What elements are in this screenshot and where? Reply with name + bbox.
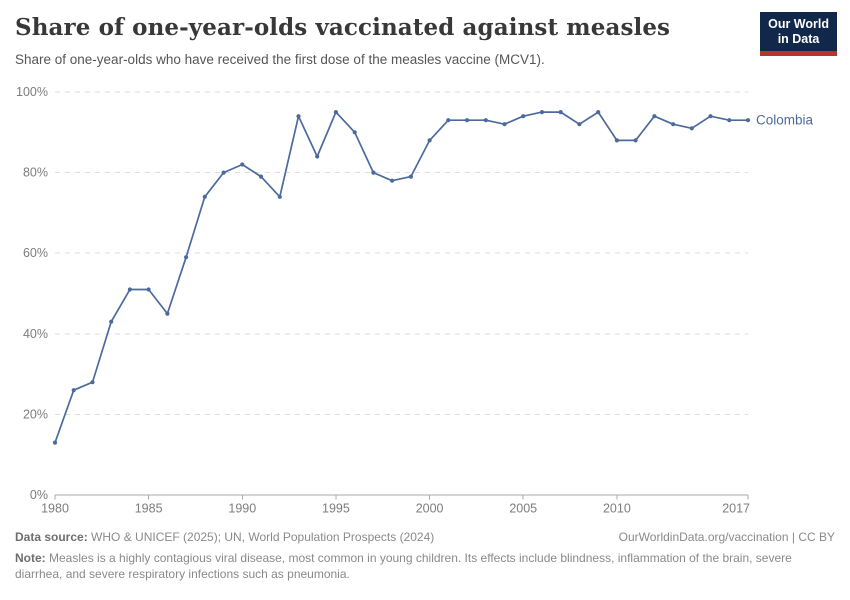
- data-point[interactable]: [689, 126, 694, 131]
- data-point[interactable]: [221, 170, 226, 175]
- data-point[interactable]: [652, 114, 657, 119]
- owid-logo[interactable]: Our World in Data: [760, 12, 837, 56]
- data-point[interactable]: [483, 118, 488, 123]
- data-point[interactable]: [202, 194, 207, 199]
- y-tick-label: 80%: [23, 166, 48, 180]
- data-point[interactable]: [502, 122, 507, 127]
- y-tick-label: 0%: [30, 488, 48, 502]
- data-point[interactable]: [184, 255, 189, 260]
- data-point[interactable]: [465, 118, 470, 123]
- x-tick-label: 1990: [228, 502, 256, 516]
- data-point[interactable]: [614, 138, 620, 143]
- series-entity-label[interactable]: Colombia: [756, 113, 814, 128]
- x-tick-label: 2005: [509, 502, 537, 516]
- owid-cc-link[interactable]: OurWorldinData.org/vaccination | CC BY: [618, 530, 835, 544]
- note-label: Note:: [15, 551, 46, 566]
- data-point[interactable]: [240, 162, 245, 167]
- data-point[interactable]: [745, 118, 751, 123]
- data-point[interactable]: [109, 319, 114, 324]
- data-point[interactable]: [333, 110, 338, 115]
- data-point[interactable]: [371, 170, 376, 175]
- data-point[interactable]: [71, 388, 76, 393]
- y-tick-label: 40%: [23, 327, 48, 341]
- x-tick-label: 2000: [416, 502, 444, 516]
- x-tick-label: 1985: [135, 502, 163, 516]
- y-tick-label: 60%: [23, 246, 48, 260]
- owid-logo-line2: in Data: [777, 31, 820, 46]
- note-value: Measles is a highly contagious viral dis…: [15, 551, 792, 582]
- data-point[interactable]: [558, 110, 563, 115]
- chart-footer: Data source: WHO & UNICEF (2025); UN, Wo…: [15, 529, 835, 583]
- x-tick-label: 2010: [603, 502, 631, 516]
- data-point[interactable]: [539, 110, 545, 115]
- footer-sources-row: Data source: WHO & UNICEF (2025); UN, Wo…: [15, 529, 835, 545]
- page-title: Share of one-year-olds vaccinated agains…: [15, 14, 671, 41]
- data-point[interactable]: [577, 122, 582, 127]
- y-tick-label: 20%: [23, 407, 48, 421]
- data-point[interactable]: [596, 110, 601, 115]
- x-tick-label: 1995: [322, 502, 350, 516]
- data-point[interactable]: [277, 194, 282, 199]
- data-point[interactable]: [708, 114, 713, 119]
- data-point[interactable]: [165, 311, 170, 316]
- data-point[interactable]: [633, 138, 638, 143]
- data-point[interactable]: [90, 380, 95, 385]
- x-tick-label: 1980: [41, 502, 69, 516]
- data-point[interactable]: [446, 118, 451, 123]
- data-point[interactable]: [408, 174, 413, 179]
- data-point[interactable]: [671, 122, 676, 127]
- data-point[interactable]: [390, 178, 395, 183]
- data-point[interactable]: [52, 440, 58, 445]
- data-point[interactable]: [258, 174, 264, 179]
- data-point[interactable]: [427, 138, 432, 143]
- data-point[interactable]: [127, 287, 132, 292]
- data-point[interactable]: [727, 118, 732, 123]
- chart-line[interactable]: [54, 111, 749, 444]
- x-tick-label: 2017: [722, 502, 750, 516]
- owid-logo-line1: Our World: [768, 17, 829, 31]
- data-source-text: Data source: WHO & UNICEF (2025); UN, Wo…: [15, 529, 434, 545]
- line-chart-plot[interactable]: 0% 20% 40% 60% 80% 100% 1980 1985 1990 1995 2000 20…: [0, 0, 850, 525]
- chart-subtitle: Share of one-year-olds who have received…: [15, 51, 545, 67]
- data-source-label: Data source:: [15, 530, 88, 544]
- data-point[interactable]: [146, 287, 151, 292]
- series-colombia[interactable]: Colombia: [52, 110, 814, 445]
- data-point[interactable]: [521, 114, 526, 119]
- data-point[interactable]: [296, 114, 301, 119]
- data-point[interactable]: [352, 130, 357, 135]
- chart-header: Share of one-year-olds vaccinated agains…: [15, 14, 750, 68]
- y-tick-label: 100%: [16, 85, 48, 99]
- data-source-value: WHO & UNICEF (2025); UN, World Populatio…: [87, 530, 435, 544]
- footer-note: Note: Measles is a highly contagious vir…: [15, 550, 817, 582]
- data-point[interactable]: [315, 154, 320, 159]
